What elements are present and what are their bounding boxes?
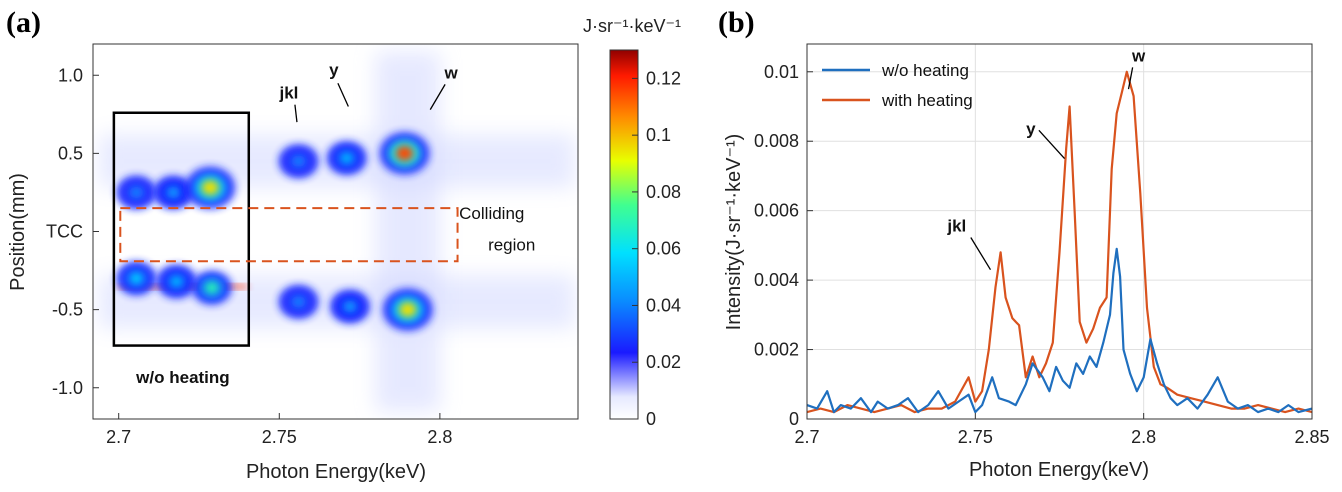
x-tick-label: 2.75: [262, 427, 297, 447]
spot-core: [129, 186, 144, 199]
heatmap-spot: [116, 175, 157, 210]
annotation-region: region: [488, 235, 535, 254]
series-line-wo-heating: [807, 247, 1312, 414]
annotation-w: w: [444, 63, 459, 82]
y-tick-label: -1.0: [52, 378, 83, 398]
annotation-jkl: jkl: [946, 217, 966, 236]
spot-core: [395, 145, 414, 161]
heatmap-spot: [329, 289, 370, 324]
y-tick-label: 0.006: [754, 201, 799, 221]
line-plot-x-axis-label: Photon Energy(keV): [969, 459, 1149, 481]
colorbar: [609, 49, 639, 420]
heatmap-spot: [116, 261, 157, 296]
annotation-jkl-pointer: [294, 104, 298, 123]
colorbar-tick-label: 0.12: [646, 68, 681, 88]
legend-label: with heating: [881, 91, 973, 110]
spot-core: [399, 302, 417, 318]
spot-core: [201, 180, 219, 196]
line-plot-series: [807, 70, 1312, 414]
colorbar-tick-label: 0: [646, 409, 656, 429]
heatmap-spot: [191, 270, 232, 305]
y-tick-label: 0.004: [754, 270, 799, 290]
spot-core: [291, 155, 306, 168]
annotation-y: y: [329, 60, 339, 79]
wo-heating-box: [112, 111, 251, 347]
annotation-colliding: Colliding: [459, 204, 524, 223]
x-tick-label: 2.8: [427, 427, 452, 447]
heatmap-spot: [278, 284, 319, 319]
panel-label-b: (b): [718, 6, 755, 39]
colorbar-tick-label: 0.1: [646, 125, 671, 145]
heatmap-boxes: [112, 111, 459, 347]
annotation-y: y: [1026, 119, 1036, 138]
annotation-y-pointer: [1038, 129, 1066, 160]
heatmap-spot: [326, 141, 367, 176]
annotation-wo-heating: w/o heating: [135, 368, 230, 387]
line-plot-y-axis-label: Intensity(J·sr⁻¹·keV⁻¹): [723, 134, 745, 331]
annotation-y-pointer: [337, 82, 349, 107]
x-tick-label: 2.8: [1131, 427, 1156, 447]
annotation-w-pointer: [429, 84, 446, 110]
spot-core: [204, 281, 219, 294]
spot-core: [291, 295, 306, 308]
y-tick-label: -0.5: [52, 300, 83, 320]
heatmap-annotations: jkl y w Colliding region w/o heating: [135, 60, 535, 387]
y-tick-label: 0.01: [764, 62, 799, 82]
y-tick-label: 0.008: [754, 131, 799, 151]
series-line-with-heating: [807, 70, 1312, 414]
x-tick-label: 2.7: [106, 427, 131, 447]
spot-core: [342, 300, 357, 313]
heatmap-spot: [278, 144, 319, 179]
y-tick-label: 0: [789, 409, 799, 429]
heatmap-background: [93, 44, 578, 419]
panel-label-a: (a): [6, 6, 41, 39]
line-plot-legend: w/o heating with heating: [822, 61, 973, 110]
haze-column: [375, 51, 440, 412]
line-plot-frame: [806, 43, 1313, 420]
colliding-region-box: [119, 207, 459, 263]
heatmap-y-axis-label: Position(mm): [7, 173, 29, 291]
heatmap-spot: [379, 132, 430, 175]
annotation-w-pointer: [1127, 67, 1134, 90]
x-tick-label: 2.75: [958, 427, 993, 447]
heatmap-ticks: 2.7 2.75 2.8 1.0 0.5 TCC -0.5 -1.0: [46, 65, 452, 447]
annotation-jkl-pointer: [970, 237, 992, 271]
line-plot-background: [807, 44, 1312, 419]
spot-core: [129, 272, 144, 285]
colorbar-tick-label: 0.02: [646, 352, 681, 372]
colorbar-tick-label: 0.04: [646, 295, 681, 315]
spot-core: [169, 275, 184, 288]
colorbar-tick-label: 0.06: [646, 239, 681, 259]
x-tick-label: 2.7: [794, 427, 819, 447]
heatmap-spot: [153, 175, 194, 210]
legend-label: w/o heating: [881, 61, 969, 80]
heatmap-spot: [156, 264, 197, 299]
line-plot-annotations: jkl y w: [946, 46, 1146, 271]
spot-core: [166, 186, 181, 199]
colorbar-tick-label: 0.08: [646, 182, 681, 202]
heatmap-spot: [185, 166, 236, 209]
heatmap-plot-area: [93, 44, 578, 419]
heatmap-spot: [382, 288, 433, 331]
heatmap-x-axis-label: Photon Energy(keV): [246, 461, 426, 483]
heatmap-spots: [116, 132, 433, 331]
y-tick-label: 0.5: [58, 143, 83, 163]
y-tick-label: TCC: [46, 222, 83, 242]
x-tick-label: 2.85: [1294, 427, 1329, 447]
y-tick-label: 0.002: [754, 340, 799, 360]
spot-core: [339, 152, 354, 165]
annotation-jkl: jkl: [278, 84, 298, 103]
colorbar-ticks: 0.12 0.1 0.08 0.06 0.04 0.02 0: [632, 68, 681, 429]
line-plot-ticks: 2.7 2.75 2.8 2.85 0 0.002 0.004 0.006 0.008 0.01: [754, 62, 1330, 447]
colorbar-label: J·sr⁻¹·keV⁻¹: [583, 16, 681, 36]
y-tick-label: 1.0: [58, 65, 83, 85]
annotation-w: w: [1131, 46, 1146, 65]
